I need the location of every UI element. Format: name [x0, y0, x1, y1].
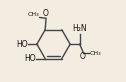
Text: HO: HO: [16, 40, 28, 49]
Text: O: O: [80, 52, 86, 61]
Text: HO: HO: [24, 54, 36, 63]
Text: H₂N: H₂N: [72, 24, 87, 33]
Text: O: O: [43, 9, 49, 18]
Text: CH₃: CH₃: [27, 12, 39, 17]
Text: CH₃: CH₃: [90, 51, 101, 56]
